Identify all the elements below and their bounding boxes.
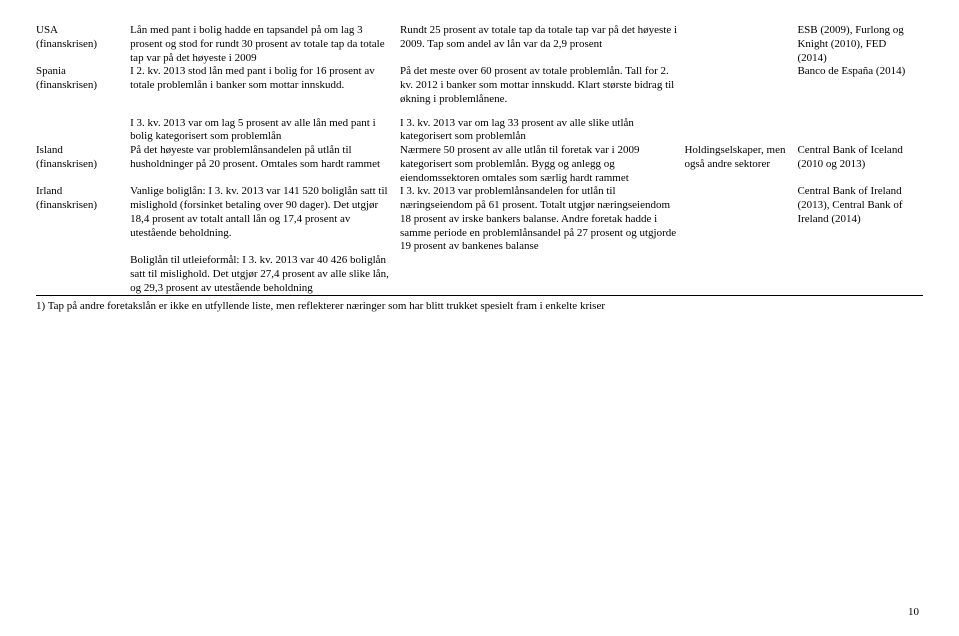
country-cell — [36, 117, 130, 145]
spacer-row — [36, 107, 923, 117]
crisis-label: (finanskrisen) — [36, 199, 97, 211]
crisis-label: (finanskrisen) — [36, 79, 97, 91]
col4-cell — [684, 65, 797, 106]
col5-cell: Banco de España (2014) — [797, 65, 923, 106]
table-row: I 3. kv. 2013 var om lag 5 prosent av al… — [36, 117, 923, 145]
col2-cell: I 3. kv. 2013 var om lag 5 prosent av al… — [130, 117, 400, 145]
table-footnote: 1) Tap på andre foretakslån er ikke en u… — [36, 300, 923, 312]
col4-cell — [684, 24, 797, 65]
country-name: Spania — [36, 65, 66, 77]
col3-cell: I 3. kv. 2013 var problemlånsandelen for… — [400, 185, 685, 296]
col5-cell: ESB (2009), Furlong og Knight (2010), FE… — [797, 24, 923, 65]
country-cell: Island (finanskrisen) — [36, 144, 130, 185]
col2-cell: Lån med pant i bolig hadde en tapsandel … — [130, 24, 400, 65]
col4-cell: Holdingselskaper, men også andre sektore… — [684, 144, 797, 185]
data-table: USA (finanskrisen) Lån med pant i bolig ha… — [36, 24, 923, 296]
country-cell: Spania (finanskrisen) — [36, 65, 130, 106]
col2-cell: På det høyeste var problemlånsandelen på… — [130, 144, 400, 185]
country-name: USA — [36, 24, 58, 36]
col2-cell: Vanlige boliglån: I 3. kv. 2013 var 141 … — [130, 185, 400, 296]
country-cell: Irland (finanskrisen) — [36, 185, 130, 296]
country-cell: USA (finanskrisen) — [36, 24, 130, 65]
country-name: Irland — [36, 185, 62, 197]
table-row: Irland (finanskrisen) Vanlige boliglån: I … — [36, 185, 923, 296]
col3-cell: Nærmere 50 prosent av alle utlån til for… — [400, 144, 685, 185]
table-row: Spania (finanskrisen) I 2. kv. 2013 stod l… — [36, 65, 923, 106]
table-row: USA (finanskrisen) Lån med pant i bolig ha… — [36, 24, 923, 65]
crisis-label: (finanskrisen) — [36, 158, 97, 170]
col4-cell — [684, 117, 797, 145]
col5-cell: Central Bank of Iceland (2010 og 2013) — [797, 144, 923, 185]
col3-cell: Rundt 25 prosent av totale tap da totale… — [400, 24, 685, 65]
col5-cell — [797, 117, 923, 145]
col5-cell: Central Bank of Ireland (2013), Central … — [797, 185, 923, 296]
col4-cell — [684, 185, 797, 296]
col3-cell: I 3. kv. 2013 var om lag 33 prosent av a… — [400, 117, 685, 145]
country-name: Island — [36, 144, 63, 156]
crisis-label: (finanskrisen) — [36, 38, 97, 50]
col3-cell: På det meste over 60 prosent av totale p… — [400, 65, 685, 106]
table-row: Island (finanskrisen) På det høyeste var p… — [36, 144, 923, 185]
col2-cell: I 2. kv. 2013 stod lån med pant i bolig … — [130, 65, 400, 106]
page-number: 10 — [908, 606, 919, 618]
